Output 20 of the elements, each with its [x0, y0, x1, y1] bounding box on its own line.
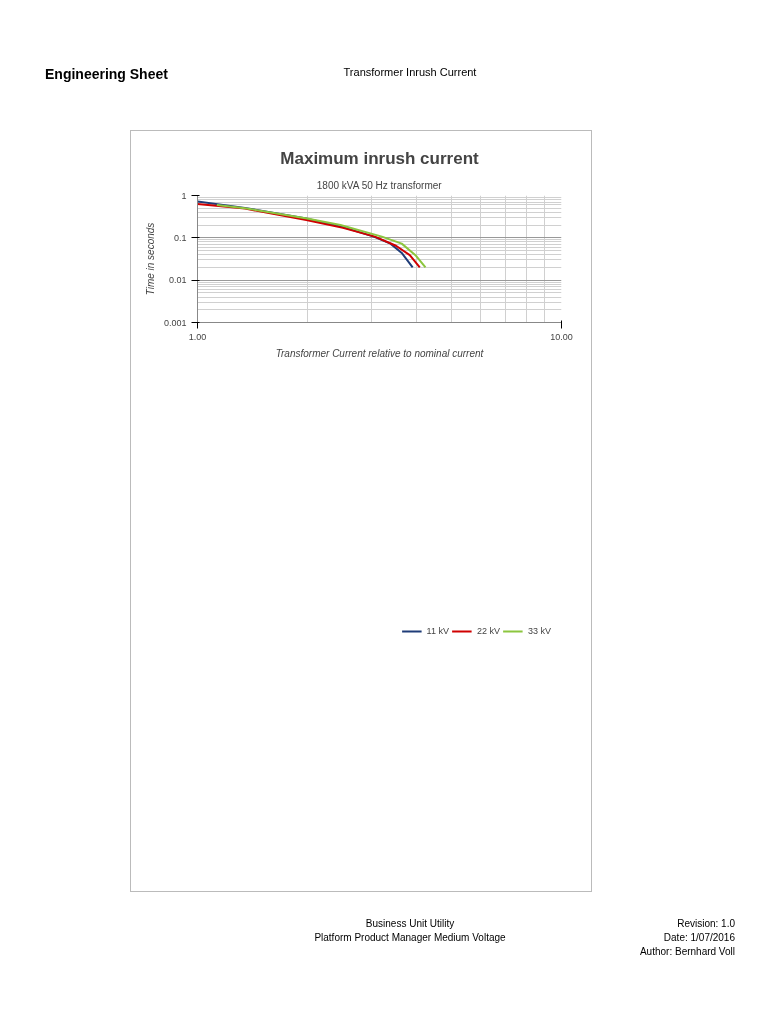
legend-label: 22 kV [476, 625, 500, 636]
legend-label: 11 kV [426, 625, 449, 636]
chart-title: Maximum inrush current [280, 148, 480, 168]
text: Business Unit Utility [365, 917, 455, 929]
text: Engineering Sheet [45, 65, 168, 84]
text: Date: 1/07/2016 [663, 931, 735, 943]
text: Platform Product Manager Medium Voltage [314, 931, 506, 943]
text: Author: Bernhard Voll [639, 945, 735, 957]
text: Revision: 1.0 [677, 917, 735, 929]
text: Transformer Inrush Current [343, 65, 477, 80]
legend-label: 33 kV [527, 625, 551, 636]
x-axis-title: Transformer Current relative to nominal current [275, 347, 485, 359]
y-tick-label: 0.1 [173, 232, 187, 243]
y-axis-title: Time in seconds [144, 222, 156, 295]
x-tick-label: 10.00 [550, 331, 573, 342]
chart-subtitle: 1800 kVA 50 Hz transformer [316, 179, 443, 191]
y-tick-label: 0.001 [163, 317, 187, 328]
x-tick-label: 1.00 [188, 331, 207, 342]
y-tick-label: 0.01 [168, 274, 187, 285]
y-tick-label: 1 [181, 190, 187, 201]
